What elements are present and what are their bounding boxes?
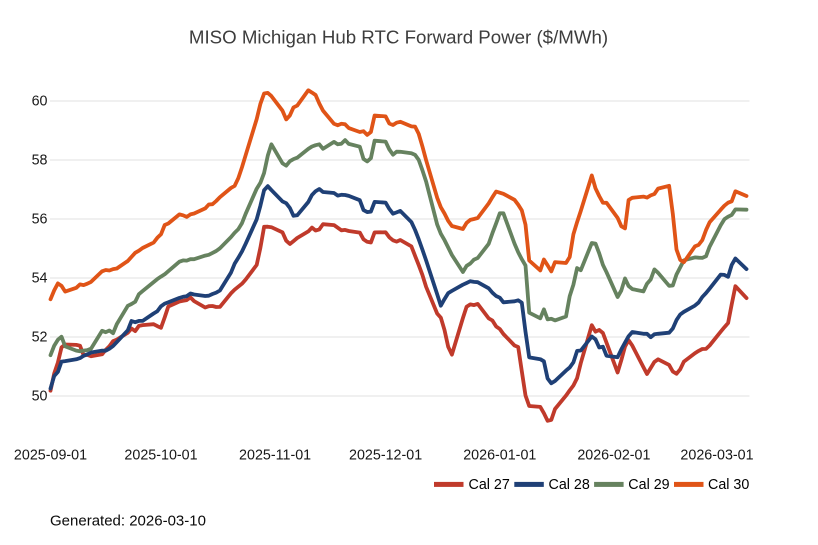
svg-text:54: 54 bbox=[32, 271, 48, 287]
svg-text:MISO Michigan Hub RTC Forward: MISO Michigan Hub RTC Forward Power ($/M… bbox=[189, 27, 608, 48]
svg-text:Generated: 2026-03-10: Generated: 2026-03-10 bbox=[50, 513, 206, 530]
svg-text:52: 52 bbox=[32, 330, 48, 346]
svg-text:Cal 28: Cal 28 bbox=[549, 477, 590, 493]
svg-text:Cal 27: Cal 27 bbox=[469, 477, 510, 493]
svg-text:56: 56 bbox=[32, 212, 48, 228]
svg-text:2025-11-01: 2025-11-01 bbox=[239, 448, 311, 464]
svg-text:60: 60 bbox=[32, 94, 48, 110]
svg-text:2026-03-01: 2026-03-01 bbox=[680, 448, 753, 464]
svg-text:2026-01-01: 2026-01-01 bbox=[463, 448, 536, 464]
svg-text:2025-10-01: 2025-10-01 bbox=[124, 448, 197, 464]
svg-text:Cal 30: Cal 30 bbox=[708, 477, 749, 493]
svg-text:2026-02-01: 2026-02-01 bbox=[577, 448, 650, 464]
svg-text:50: 50 bbox=[32, 389, 48, 405]
svg-text:58: 58 bbox=[32, 153, 48, 169]
svg-text:2025-12-01: 2025-12-01 bbox=[349, 448, 422, 464]
svg-text:Cal 29: Cal 29 bbox=[628, 477, 669, 493]
svg-text:2025-09-01: 2025-09-01 bbox=[14, 448, 87, 464]
